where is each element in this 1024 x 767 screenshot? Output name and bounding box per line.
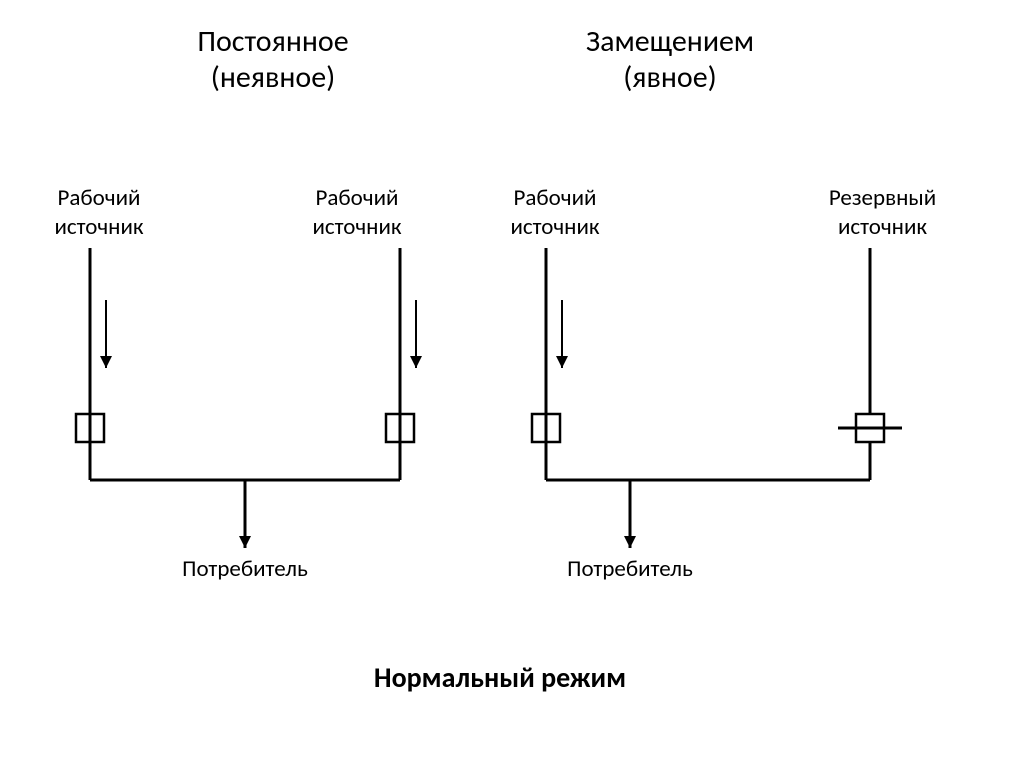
diagram-canvas	[0, 0, 1024, 767]
